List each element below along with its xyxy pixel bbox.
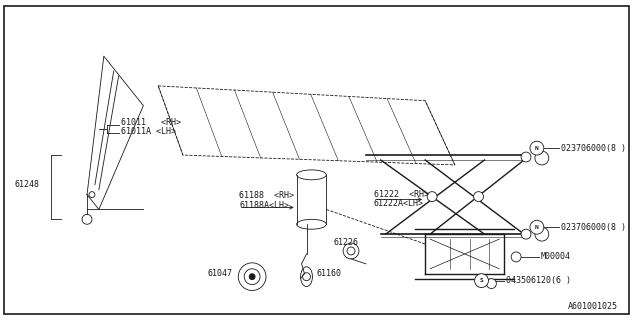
Circle shape — [511, 252, 521, 262]
Text: 61226: 61226 — [333, 237, 358, 247]
Text: 023706000(8 ): 023706000(8 ) — [561, 223, 626, 232]
Text: 043506120(6 ): 043506120(6 ) — [506, 276, 572, 285]
Circle shape — [535, 227, 548, 241]
Circle shape — [249, 274, 255, 280]
Circle shape — [474, 192, 483, 202]
Circle shape — [535, 151, 548, 165]
Text: 61160: 61160 — [316, 269, 341, 278]
Text: 61222A<LH>: 61222A<LH> — [374, 199, 424, 208]
Text: S: S — [479, 278, 483, 283]
Text: 61011A <LH>: 61011A <LH> — [120, 127, 175, 136]
Circle shape — [475, 274, 488, 288]
Circle shape — [530, 220, 544, 234]
Circle shape — [521, 229, 531, 239]
Text: 61047: 61047 — [207, 269, 233, 278]
Text: 61188A<LH>: 61188A<LH> — [239, 201, 289, 210]
Circle shape — [521, 152, 531, 162]
Text: 023706000(8 ): 023706000(8 ) — [561, 144, 626, 153]
Circle shape — [486, 279, 497, 289]
Circle shape — [530, 141, 544, 155]
Text: 61011   <RH>: 61011 <RH> — [120, 118, 180, 127]
Text: A601001025: A601001025 — [568, 302, 618, 311]
Circle shape — [427, 192, 437, 202]
Text: N: N — [535, 225, 539, 230]
Text: N: N — [535, 146, 539, 151]
Text: M00004: M00004 — [541, 252, 571, 261]
Text: 61222  <RH>: 61222 <RH> — [374, 190, 429, 199]
Text: 61248: 61248 — [15, 180, 40, 189]
Text: 61188  <RH>: 61188 <RH> — [239, 191, 294, 200]
